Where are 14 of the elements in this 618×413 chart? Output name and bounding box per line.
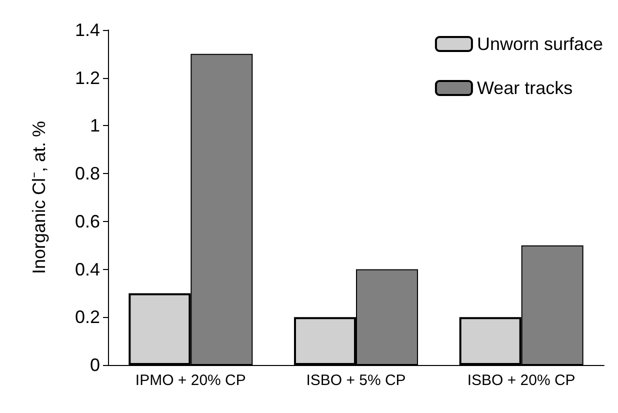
y-axis-title: Inorganic Cl⁻, at. % (29, 120, 49, 274)
x-tick-label: ISBO + 20% CP (467, 372, 576, 389)
y-tick-label: 0.6 (74, 211, 100, 232)
y-tick-label: 0.8 (74, 164, 100, 184)
legend-label: Wear tracks (476, 78, 573, 98)
legend-label: Unworn surface (476, 34, 604, 54)
y-tick-label: 1.2 (74, 68, 100, 88)
y-tick-label: 0.4 (74, 259, 100, 280)
y-tick-label: 1.4 (74, 20, 100, 40)
y-tick-label: 0 (90, 355, 100, 375)
y-tick-label: 0.2 (74, 307, 100, 328)
x-tick-label: ISBO + 5% CP (306, 372, 406, 389)
x-tick-label: IPMO + 20% CP (135, 372, 246, 389)
y-tick-label: 1 (90, 116, 100, 136)
